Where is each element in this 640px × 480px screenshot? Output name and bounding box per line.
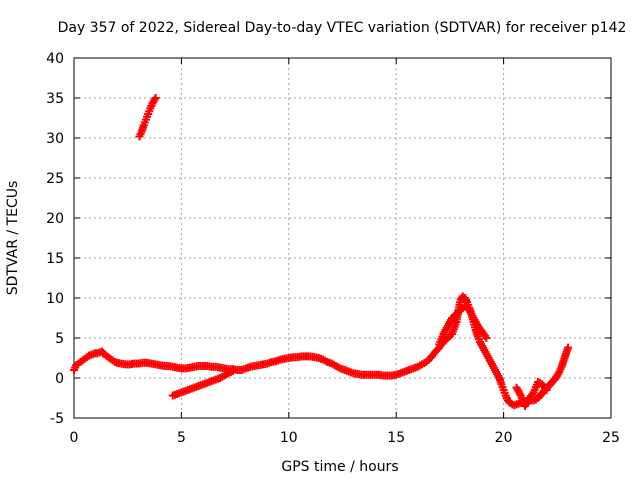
x-tick-label: 15 [387,430,405,446]
y-tick-label: -5 [50,411,64,427]
y-tick-label: 40 [46,51,64,67]
plot-area [73,57,612,419]
chart-title: Day 357 of 2022, Sidereal Day-to-day VTE… [58,20,627,36]
x-tick-label: 20 [495,430,513,446]
y-tick-label: 30 [46,131,64,147]
y-tick-label: 0 [55,371,64,387]
x-tick-label: 0 [70,430,79,446]
data-point [564,343,573,352]
x-tick-label: 25 [602,430,620,446]
x-tick-label: 10 [280,430,298,446]
data-point [151,94,160,102]
x-tick-label: 5 [177,430,186,446]
data-point [482,334,491,342]
y-tick-label: 5 [55,331,64,347]
y-tick-label: 35 [46,91,64,107]
y-tick-label: 20 [46,211,64,227]
y-axis-label: SDTVAR / TECUs [5,181,21,296]
y-tick-label: 15 [46,251,64,267]
data-point [542,386,551,394]
x-axis-label: GPS time / hours [281,459,398,475]
data-point [150,95,159,104]
y-tick-label: 10 [46,291,64,307]
axis-ticks: 0 5 10 15 20 25 -5 0 5 10 15 20 25 30 35 40 [46,51,620,446]
y-tick-label: 25 [46,171,64,187]
data-points [70,94,573,410]
data-point [228,366,237,375]
